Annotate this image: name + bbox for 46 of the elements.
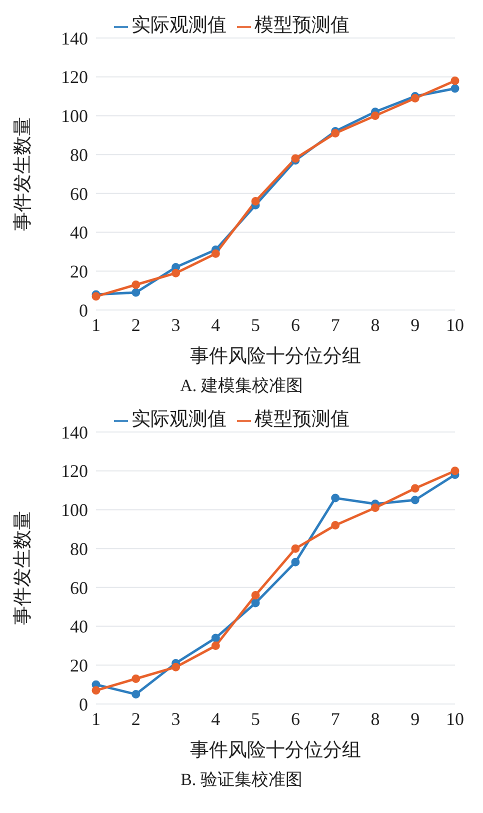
x-axis-title: 事件风险十分位分组 (190, 740, 361, 761)
x-tick-label: 4 (211, 314, 220, 335)
y-tick-label: 120 (61, 67, 88, 88)
y-tick-label: 100 (61, 106, 88, 126)
x-axis-title: 事件风险十分位分组 (190, 346, 361, 367)
x-tick-label: 4 (211, 708, 220, 729)
y-tick-label: 40 (70, 222, 88, 243)
x-tick-label: 9 (410, 314, 420, 335)
x-tick-label: 5 (251, 314, 260, 335)
x-tick-label: 5 (251, 708, 260, 729)
legend-label: 模型预测值 (254, 15, 350, 36)
y-tick-label: 140 (61, 422, 88, 442)
y-tick-label: 0 (79, 300, 88, 320)
x-tick-label: 7 (330, 314, 340, 335)
legend-label: 实际观测值 (132, 409, 226, 430)
text: A. 建模集校准图 (179, 375, 304, 397)
x-tick-label: 7 (330, 708, 340, 729)
y-tick-label: 0 (79, 694, 88, 714)
y-tick-label: 120 (61, 461, 88, 482)
y-tick-label: 80 (70, 538, 88, 559)
y-tick-label: 60 (70, 578, 88, 598)
legend-label: 模型预测值 (254, 409, 350, 430)
y-axis-title: 事件发生数量 (12, 117, 34, 231)
x-tick-label: 9 (410, 708, 420, 729)
y-tick-label: 40 (70, 616, 88, 637)
x-tick-label: 8 (370, 708, 380, 729)
y-tick-label: 60 (70, 184, 88, 204)
x-tick-label: 10 (446, 708, 464, 729)
x-tick-label: 3 (171, 314, 180, 335)
y-tick-label: 20 (70, 262, 88, 282)
x-tick-label: 6 (290, 314, 300, 335)
x-tick-label: 2 (131, 314, 140, 335)
x-tick-label: 1 (92, 314, 100, 335)
legend-label: 实际观测值 (132, 15, 226, 36)
x-tick-label: 3 (171, 708, 180, 729)
x-tick-label: 1 (92, 708, 100, 729)
y-axis-title: 事件发生数量 (12, 511, 34, 625)
text: B. 验证集校准图 (180, 769, 304, 791)
y-tick-label: 20 (70, 656, 88, 676)
x-tick-label: 8 (370, 314, 380, 335)
y-tick-label: 140 (61, 28, 88, 48)
x-tick-label: 2 (131, 708, 140, 729)
x-tick-label: 10 (446, 314, 464, 335)
y-tick-label: 80 (70, 144, 88, 165)
y-tick-label: 100 (61, 500, 88, 520)
x-tick-label: 6 (290, 708, 300, 729)
